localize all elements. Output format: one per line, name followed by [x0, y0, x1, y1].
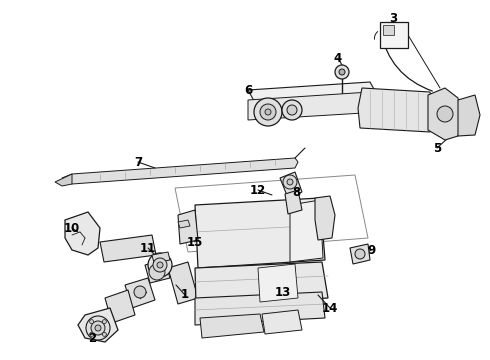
Ellipse shape [90, 332, 94, 336]
Polygon shape [105, 290, 135, 323]
Polygon shape [195, 262, 328, 305]
Polygon shape [290, 200, 323, 262]
Ellipse shape [148, 253, 172, 277]
Ellipse shape [260, 104, 276, 120]
Ellipse shape [90, 320, 94, 324]
Ellipse shape [254, 98, 282, 126]
Text: 6: 6 [244, 84, 252, 96]
Ellipse shape [335, 65, 349, 79]
Polygon shape [145, 260, 170, 283]
Text: 10: 10 [64, 221, 80, 234]
Polygon shape [248, 92, 380, 120]
Polygon shape [383, 25, 394, 35]
Polygon shape [152, 252, 170, 263]
Polygon shape [195, 198, 325, 268]
Ellipse shape [102, 332, 106, 336]
Text: 8: 8 [292, 185, 300, 198]
Ellipse shape [157, 262, 163, 268]
Polygon shape [285, 190, 302, 214]
Polygon shape [380, 22, 408, 48]
Text: 14: 14 [322, 302, 338, 315]
Polygon shape [280, 172, 302, 198]
Polygon shape [65, 212, 100, 255]
Text: 15: 15 [187, 235, 203, 248]
Polygon shape [178, 220, 190, 228]
Ellipse shape [287, 179, 293, 185]
Text: 7: 7 [134, 156, 142, 168]
Polygon shape [125, 278, 155, 308]
Ellipse shape [265, 109, 271, 115]
Polygon shape [428, 88, 462, 140]
Text: 11: 11 [140, 242, 156, 255]
Text: 9: 9 [367, 243, 375, 257]
Polygon shape [248, 82, 380, 108]
Polygon shape [350, 244, 370, 264]
Ellipse shape [283, 175, 297, 189]
Text: 2: 2 [88, 332, 96, 345]
Polygon shape [178, 210, 198, 244]
Polygon shape [168, 262, 198, 304]
Text: 1: 1 [181, 288, 189, 302]
Polygon shape [262, 310, 302, 334]
Polygon shape [62, 158, 298, 184]
Ellipse shape [149, 264, 165, 280]
Text: 3: 3 [389, 12, 397, 24]
Polygon shape [195, 292, 325, 325]
Polygon shape [458, 95, 480, 136]
Ellipse shape [282, 100, 302, 120]
Ellipse shape [134, 286, 146, 298]
Ellipse shape [86, 316, 110, 340]
Polygon shape [258, 264, 298, 302]
Text: 13: 13 [275, 287, 291, 300]
Ellipse shape [355, 249, 365, 259]
Polygon shape [100, 235, 156, 262]
Text: 12: 12 [250, 184, 266, 197]
Ellipse shape [153, 258, 167, 272]
Text: 5: 5 [433, 141, 441, 154]
Ellipse shape [287, 105, 297, 115]
Ellipse shape [91, 321, 105, 335]
Ellipse shape [95, 325, 101, 331]
Polygon shape [358, 88, 435, 132]
Ellipse shape [102, 320, 106, 324]
Ellipse shape [339, 69, 345, 75]
Polygon shape [315, 196, 335, 240]
Ellipse shape [437, 106, 453, 122]
Polygon shape [78, 308, 118, 342]
Polygon shape [200, 314, 264, 338]
Text: 4: 4 [334, 51, 342, 64]
Polygon shape [55, 174, 72, 186]
